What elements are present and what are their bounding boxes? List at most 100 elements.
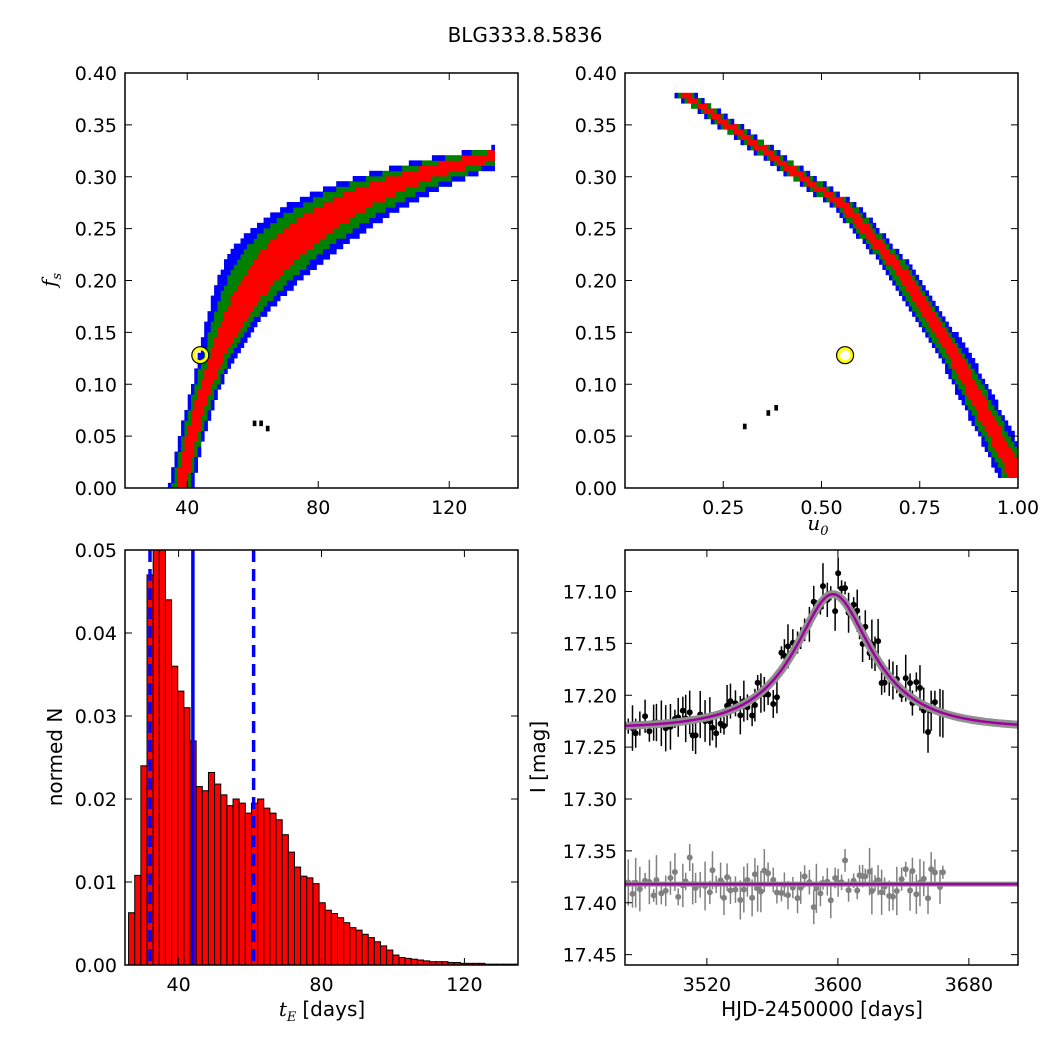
- density-cell: [951, 352, 956, 359]
- density-cell: [233, 280, 238, 286]
- density-cell: [210, 394, 215, 400]
- density-cell: [339, 217, 344, 224]
- histogram-bar: [183, 707, 191, 966]
- density-cell: [336, 233, 340, 239]
- density-cell: [200, 378, 205, 385]
- density-cell: [197, 368, 202, 374]
- density-cell: [309, 217, 314, 224]
- density-cell: [197, 451, 202, 458]
- density-cell: [181, 451, 185, 458]
- density-cell: [296, 222, 301, 229]
- density-cell: [227, 274, 231, 281]
- density-cell: [938, 337, 943, 343]
- density-cell: [889, 243, 893, 250]
- density-cell: [197, 436, 202, 442]
- density-cell: [898, 264, 903, 270]
- density-cell: [935, 342, 939, 348]
- density-cell: [786, 170, 791, 177]
- density-cell: [879, 233, 883, 239]
- density-cell: [1001, 446, 1005, 452]
- density-cell: [842, 217, 847, 224]
- density-cell: [974, 368, 979, 374]
- density-cell: [306, 264, 311, 270]
- density-cell: [918, 306, 923, 312]
- density-cell: [237, 342, 241, 348]
- density-cell: [898, 290, 903, 296]
- density-cell: [747, 144, 751, 151]
- density-cell: [988, 436, 992, 442]
- histogram-bar: [392, 954, 400, 966]
- density-cell: [445, 176, 449, 182]
- density-cell: [336, 217, 340, 224]
- density-cell: [280, 207, 284, 213]
- density-cell: [349, 202, 354, 208]
- density-cell: [266, 264, 271, 270]
- density-cell: [905, 295, 910, 302]
- density-cell: [323, 248, 327, 255]
- density-cell: [319, 243, 324, 250]
- density-cell: [313, 207, 317, 213]
- density-cell: [895, 269, 900, 276]
- density-cell: [961, 347, 966, 354]
- density-cell: [266, 243, 271, 250]
- density-cell: [971, 368, 976, 374]
- density-cell: [217, 274, 222, 281]
- density-cell: [181, 482, 185, 489]
- density-cell: [217, 368, 222, 374]
- density-cell: [740, 139, 745, 146]
- density-cell: [293, 259, 297, 265]
- density-cell: [988, 404, 992, 411]
- density-cell: [948, 373, 953, 380]
- density-cell: [220, 363, 225, 369]
- density-cell: [819, 191, 824, 198]
- density-cell: [895, 259, 900, 265]
- density-cell: [263, 306, 268, 312]
- density-cell: [214, 358, 218, 364]
- density-cell: [997, 420, 1002, 426]
- histogram-bar: [257, 798, 265, 966]
- density-cell: [270, 300, 274, 307]
- density-cell: [369, 176, 373, 182]
- density-cell: [365, 222, 370, 229]
- density-cell: [925, 300, 929, 307]
- density-cell: [237, 311, 241, 317]
- density-cell: [915, 285, 920, 291]
- density-cell: [217, 311, 222, 317]
- density-cell: [237, 326, 241, 333]
- density-cell: [945, 368, 949, 374]
- density-cell: [290, 212, 294, 218]
- density-cell: [974, 389, 979, 395]
- density-cell: [290, 264, 294, 270]
- density-cell: [474, 150, 479, 156]
- tE-fs-ytick-label: 0.35: [75, 115, 117, 137]
- histogram-bar: [220, 794, 228, 966]
- density-cell: [941, 332, 946, 338]
- density-cell: [313, 233, 317, 239]
- density-cell: [210, 378, 215, 385]
- density-cell: [882, 243, 887, 250]
- density-cell: [306, 212, 311, 218]
- density-cell: [309, 259, 314, 265]
- lightcurve-frame: [624, 549, 1019, 966]
- density-cell: [908, 306, 913, 312]
- density-cell: [197, 404, 202, 411]
- density-cell: [720, 118, 725, 125]
- density-cell: [253, 264, 258, 270]
- density-cell: [227, 352, 231, 359]
- density-cell: [991, 446, 995, 452]
- density-cell: [418, 170, 423, 177]
- density-cell: [273, 238, 278, 244]
- density-cell: [941, 347, 946, 354]
- density-cell: [299, 259, 304, 265]
- density-cell: [488, 165, 492, 172]
- density-cell: [273, 285, 278, 291]
- density-cell: [445, 170, 449, 177]
- density-cell: [478, 160, 482, 166]
- density-cell: [316, 222, 321, 229]
- density-cell: [869, 217, 873, 224]
- density-cell: [912, 306, 916, 312]
- density-cell: [184, 467, 189, 473]
- density-cell: [908, 280, 913, 286]
- density-cell: [704, 113, 708, 120]
- density-cell: [240, 280, 245, 286]
